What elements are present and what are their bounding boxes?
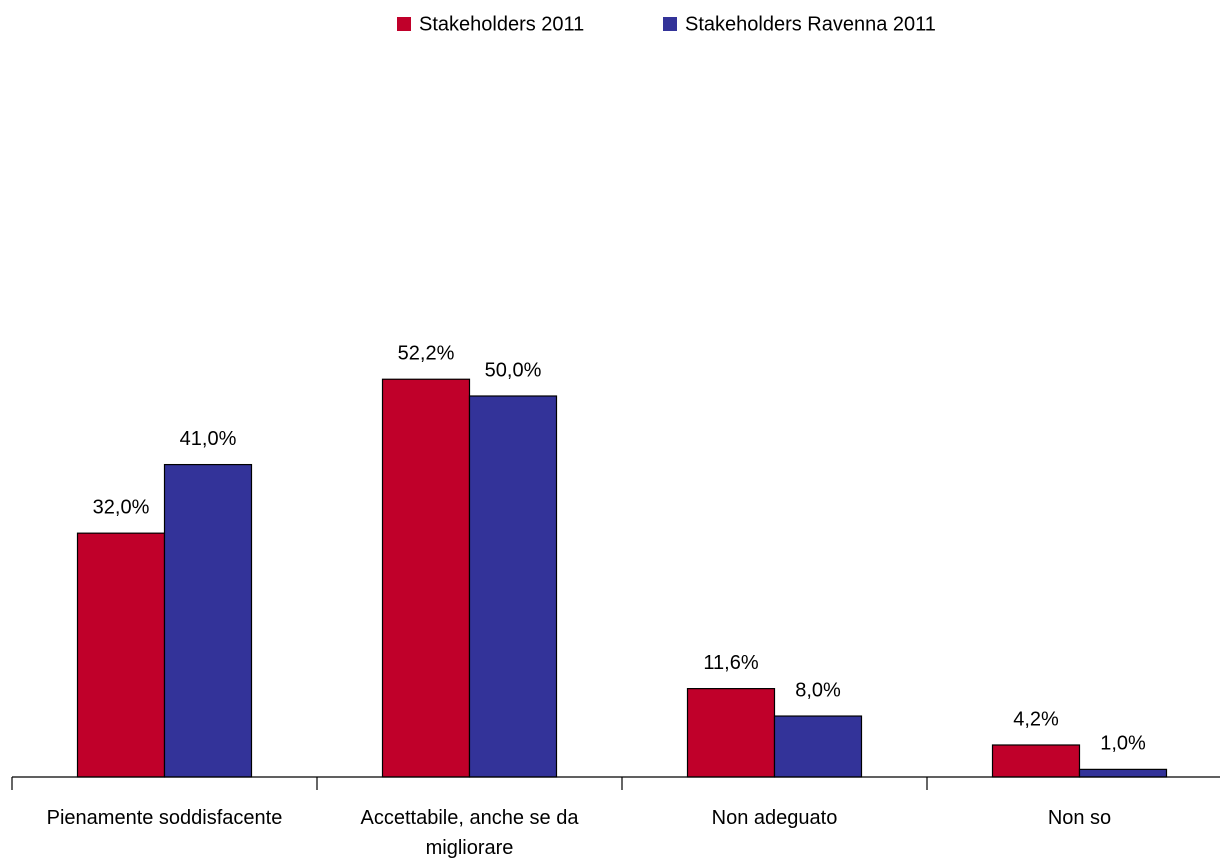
bar (773, 715, 863, 778)
bar (686, 688, 776, 778)
x-tick-label: Non adeguato (711, 807, 838, 829)
legend-swatch (397, 17, 411, 31)
value-label: 1,0% (1100, 733, 1146, 755)
x-tick-label: Accettabile, anche se da migliorare (360, 807, 579, 859)
legend-label: Stakeholders 2011 (419, 13, 584, 35)
bar (1078, 768, 1168, 778)
bar (163, 463, 253, 778)
x-tick-label: Non so (1047, 807, 1112, 829)
value-label: 4,2% (1013, 708, 1059, 730)
bar (76, 532, 166, 778)
legend-swatch (663, 17, 677, 31)
value-label: 8,0% (795, 679, 841, 701)
x-tick-label: Pienamente soddisfacente (46, 807, 283, 829)
value-label: 52,2% (398, 343, 455, 365)
bar (468, 395, 558, 778)
value-label: 41,0% (180, 428, 237, 450)
value-label: 11,6% (703, 652, 758, 674)
bar (381, 378, 471, 778)
value-label: 50,0% (485, 359, 542, 381)
bar (991, 744, 1081, 778)
legend-label: Stakeholders Ravenna 2011 (685, 13, 936, 35)
value-label: 32,0% (93, 496, 150, 518)
